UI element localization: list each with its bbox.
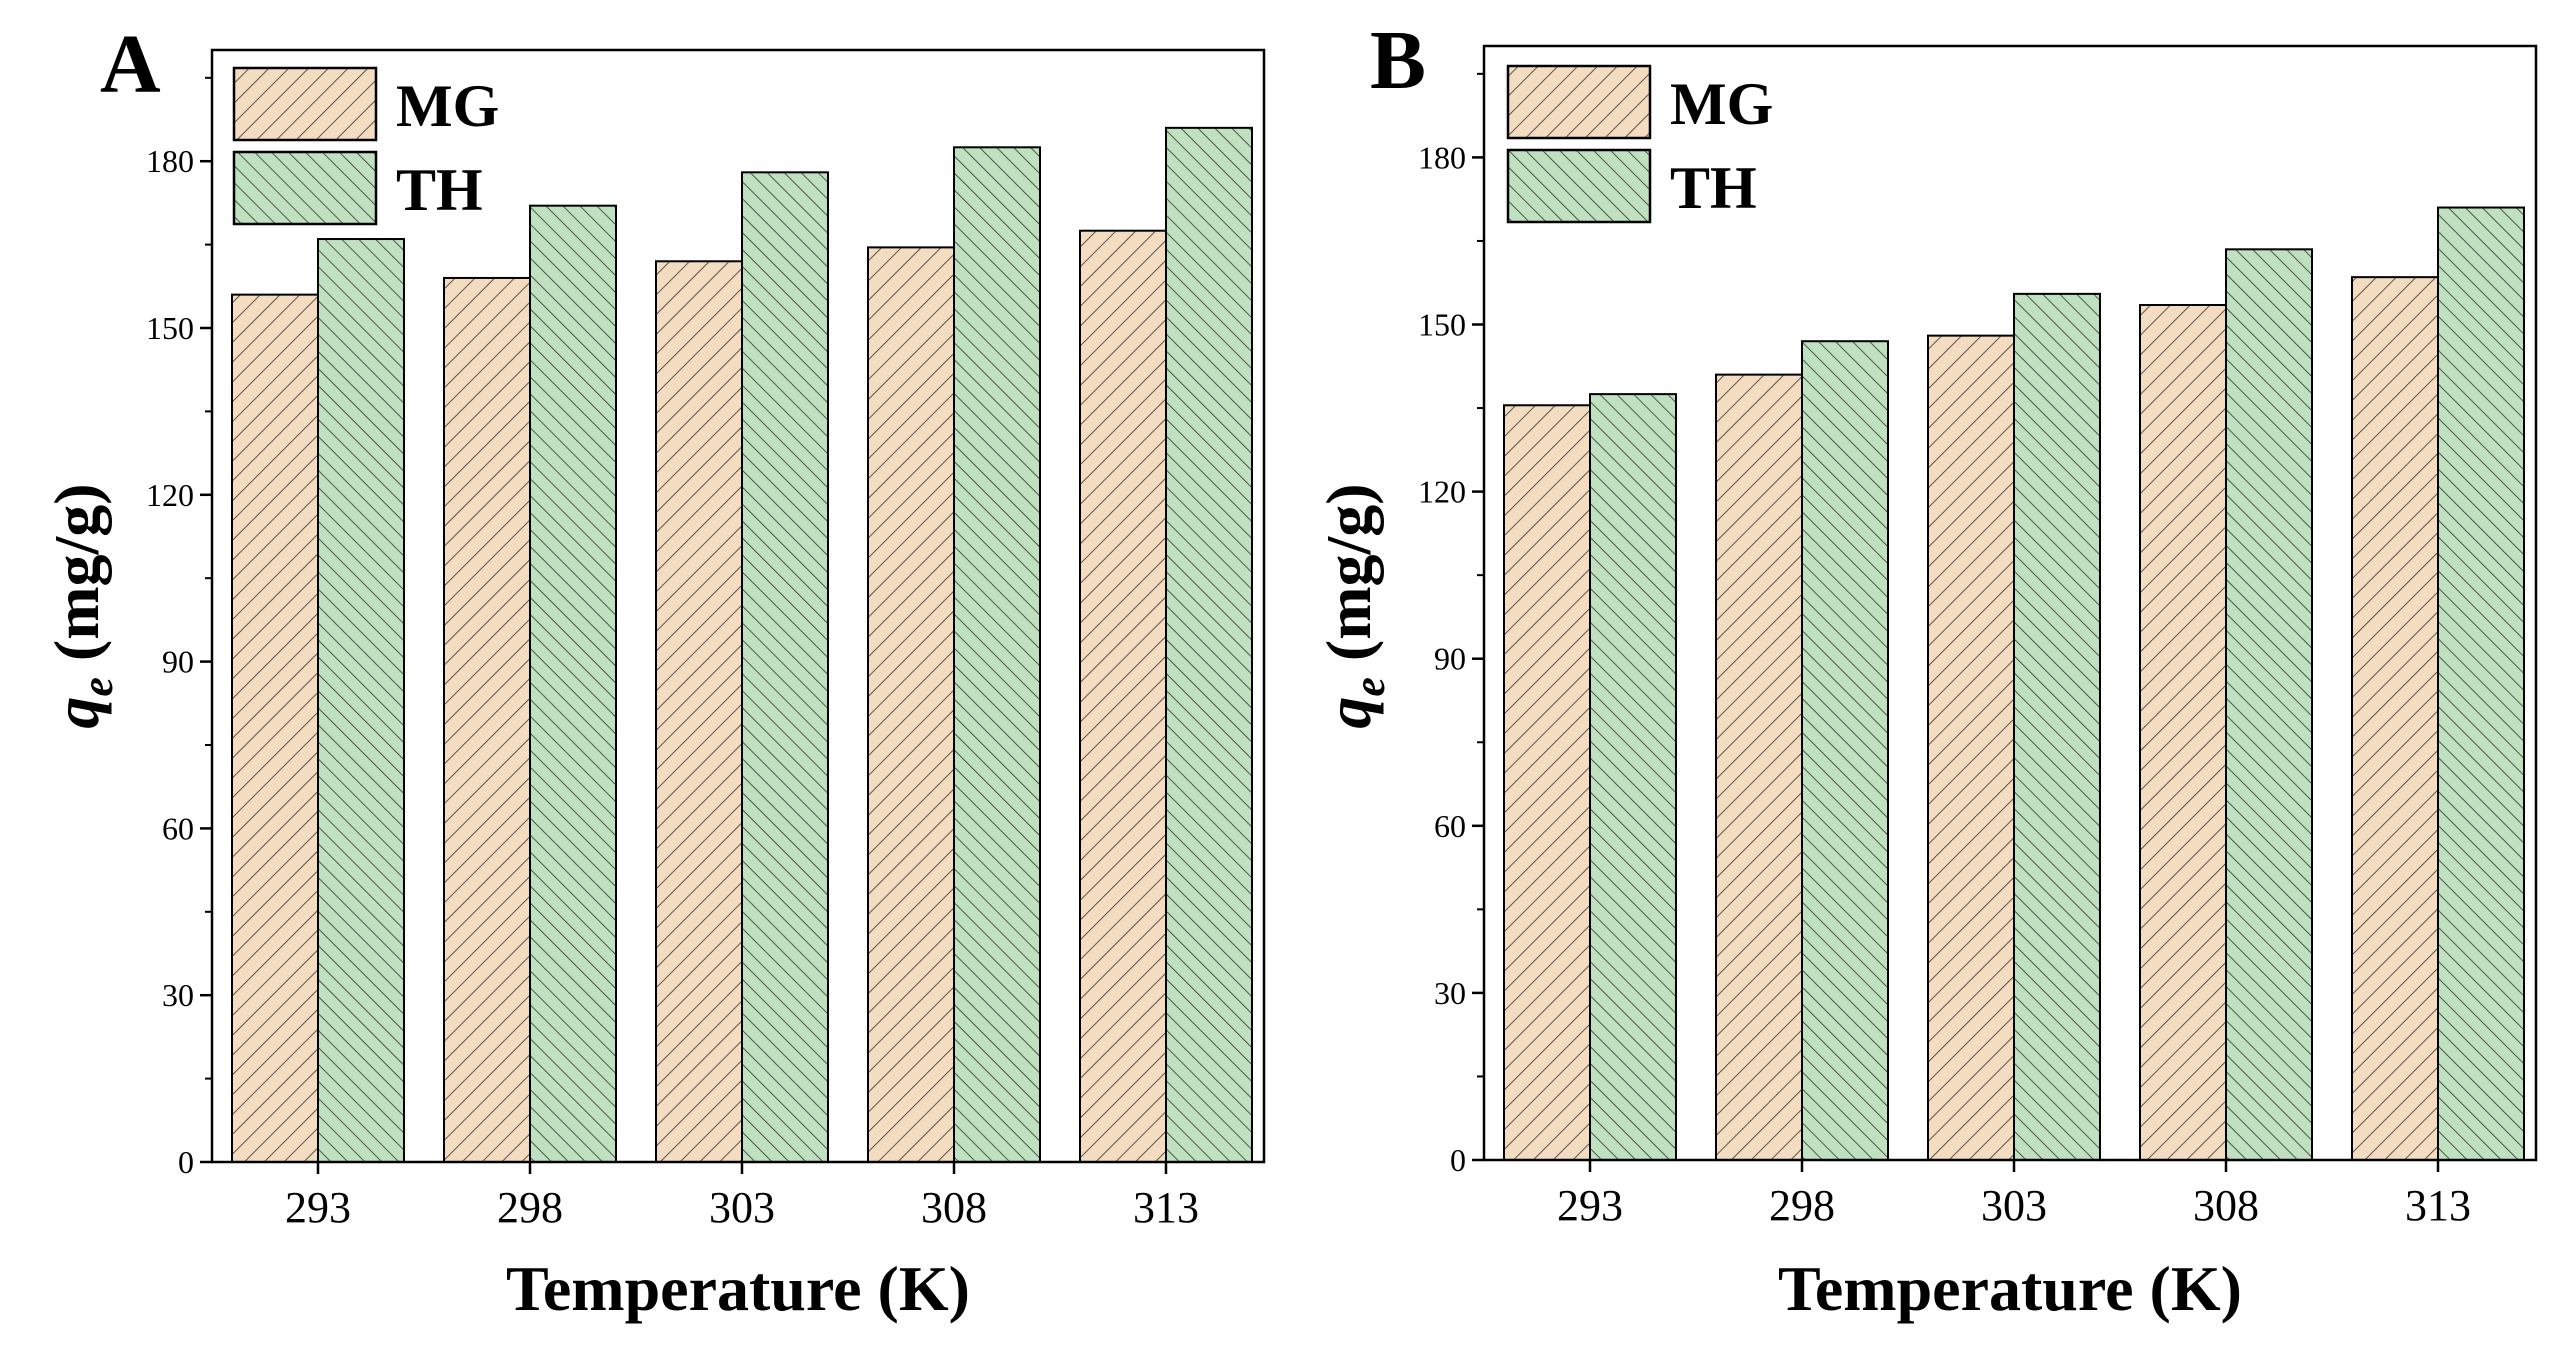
panel-label: B bbox=[1370, 14, 1426, 107]
y-tick-label: 90 bbox=[162, 644, 194, 680]
x-tick-label: 298 bbox=[497, 1183, 563, 1232]
y-axis-title: qe (mg/g) bbox=[1313, 483, 1394, 728]
x-axis-title: Temperature (K) bbox=[1778, 1253, 2242, 1324]
y-axis-title-main: q bbox=[1313, 697, 1384, 729]
legend-label-mg: MG bbox=[396, 73, 499, 139]
bar-th-303 bbox=[2013, 292, 2101, 1161]
x-tick-label: 298 bbox=[1769, 1181, 1835, 1230]
panel-label: A bbox=[100, 18, 161, 111]
bar-marks bbox=[231, 126, 1253, 1164]
x-tick-label: 308 bbox=[2193, 1181, 2259, 1230]
y-axis-title-main: q bbox=[41, 697, 112, 729]
bar-mg-303 bbox=[655, 260, 743, 1163]
bar-mg-293 bbox=[1503, 404, 1591, 1161]
legend-label-mg: MG bbox=[1670, 71, 1773, 137]
bar-th-313 bbox=[2437, 206, 2525, 1161]
bar-th-298 bbox=[1801, 340, 1889, 1161]
y-tick-label: 150 bbox=[146, 310, 194, 346]
x-tick-label: 303 bbox=[709, 1183, 775, 1232]
x-tick-label: 293 bbox=[285, 1183, 351, 1232]
plot-frame bbox=[1482, 44, 2538, 1162]
bar-mg-298 bbox=[1715, 373, 1803, 1161]
y-axis-title-sub: e bbox=[73, 677, 122, 697]
y-axis-title-unit: (mg/g) bbox=[1313, 483, 1384, 677]
bar-marks bbox=[1503, 206, 2525, 1161]
plot-frame bbox=[210, 48, 1266, 1164]
x-tick-label: 313 bbox=[1133, 1183, 1199, 1232]
bar-mg-308 bbox=[2139, 304, 2227, 1161]
chart-panel-b: B 0 30 60 90 120 150 180 293 298 303 308 313 Tempe… bbox=[1313, 14, 2538, 1324]
x-tick-label: 313 bbox=[2405, 1181, 2471, 1230]
y-axis-title-sub: e bbox=[1345, 677, 1394, 697]
bar-mg-293 bbox=[231, 293, 319, 1163]
y-tick-label: 120 bbox=[1418, 474, 1466, 510]
y-tick-label: 60 bbox=[1434, 808, 1466, 844]
y-tick-label: 30 bbox=[1434, 975, 1466, 1011]
bar-th-308 bbox=[953, 146, 1041, 1164]
y-tick-label: 30 bbox=[162, 977, 194, 1013]
y-axis-title-unit: (mg/g) bbox=[41, 483, 112, 677]
bar-mg-298 bbox=[443, 276, 531, 1163]
x-tick-label: 293 bbox=[1557, 1181, 1623, 1230]
y-axis-title: qe (mg/g) bbox=[41, 483, 122, 728]
y-tick-label: 90 bbox=[1434, 641, 1466, 677]
bar-th-293 bbox=[317, 238, 405, 1164]
chart-panel-a: A 0 30 60 90 120 150 180 293 298 303 308 313 Tempe… bbox=[41, 18, 1266, 1324]
y-tick-label: 180 bbox=[146, 143, 194, 179]
y-axis-ticks: 0 30 60 90 120 150 180 bbox=[146, 76, 212, 1180]
x-axis-ticks: 293 298 303 308 313 bbox=[285, 1162, 1199, 1232]
bar-th-293 bbox=[1589, 393, 1677, 1161]
bar-mg-313 bbox=[2351, 276, 2439, 1161]
bar-th-308 bbox=[2225, 248, 2313, 1161]
legend-label-th: TH bbox=[1670, 155, 1757, 221]
bar-mg-313 bbox=[1079, 229, 1167, 1163]
legend: MG TH bbox=[1506, 64, 1773, 224]
x-tick-label: 303 bbox=[1981, 1181, 2047, 1230]
y-tick-label: 150 bbox=[1418, 307, 1466, 343]
bar-mg-303 bbox=[1927, 334, 2015, 1161]
y-tick-label: 60 bbox=[162, 810, 194, 846]
y-tick-label: 120 bbox=[146, 477, 194, 513]
bar-th-313 bbox=[1165, 126, 1253, 1164]
legend-swatch-mg bbox=[1506, 64, 1652, 140]
bar-mg-308 bbox=[867, 246, 955, 1163]
legend: MG TH bbox=[232, 66, 499, 226]
legend-swatch-mg bbox=[232, 66, 378, 142]
bar-th-303 bbox=[741, 171, 829, 1163]
legend-swatch-th bbox=[1506, 148, 1652, 224]
y-tick-label: 180 bbox=[1418, 139, 1466, 175]
bar-th-298 bbox=[529, 204, 617, 1163]
y-tick-label: 0 bbox=[178, 1144, 194, 1180]
y-axis-ticks: 0 30 60 90 120 150 180 bbox=[1418, 72, 1484, 1178]
y-tick-label: 0 bbox=[1450, 1142, 1466, 1178]
legend-label-th: TH bbox=[396, 157, 483, 223]
legend-swatch-th bbox=[232, 150, 378, 226]
x-axis-title: Temperature (K) bbox=[506, 1253, 970, 1324]
x-tick-label: 308 bbox=[921, 1183, 987, 1232]
x-axis-ticks: 293 298 303 308 313 bbox=[1557, 1160, 2471, 1230]
